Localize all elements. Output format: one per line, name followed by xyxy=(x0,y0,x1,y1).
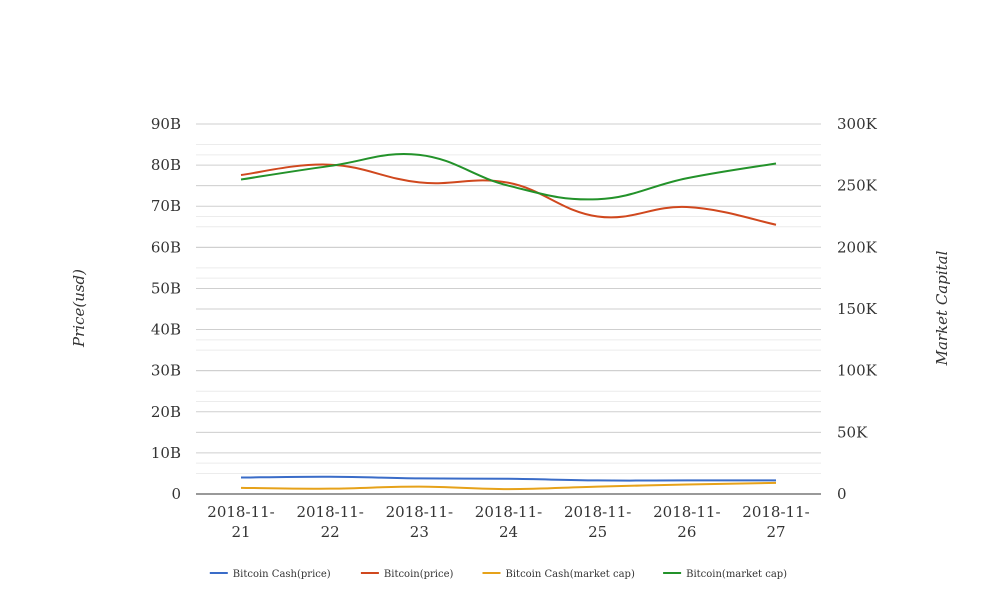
y2-tick-label: 150K xyxy=(837,300,878,318)
legend-item[interactable]: Bitcoin Cash(market cap) xyxy=(482,569,635,580)
y-tick-label: 20B xyxy=(151,403,181,421)
series-line-0 xyxy=(240,475,776,482)
y2-tick-label: 50K xyxy=(837,423,868,441)
y2-tick-label: 300K xyxy=(837,115,878,133)
x-tick-label: 2018-11-23 xyxy=(386,503,453,541)
right-axis-ticks: 0 50K 100K 150K 200K 250K 300K xyxy=(837,115,878,503)
y-tick-label: 50B xyxy=(151,279,181,297)
legend-item[interactable]: Bitcoin(price) xyxy=(360,569,454,580)
grid xyxy=(196,123,821,474)
y2-tick-label: 250K xyxy=(837,177,878,195)
x-tick-label: 2018-11-24 xyxy=(475,503,542,541)
x-axis-ticks: 2018-11-21 2018-11-22 2018-11-23 2018-11-24… xyxy=(207,503,809,541)
y2-axis-title: Market Capital xyxy=(933,250,951,366)
y2-tick-label: 100K xyxy=(837,362,878,380)
x-tick-label: 2018-11-25 xyxy=(564,503,631,541)
legend-label: Bitcoin Cash(price) xyxy=(233,569,331,580)
y-tick-label: 10B xyxy=(151,444,181,462)
y2-tick-label: 200K xyxy=(837,238,878,256)
legend: Bitcoin Cash(price) Bitcoin(price) Bitcoin… xyxy=(209,569,787,580)
legend-label: Bitcoin Cash(market cap) xyxy=(506,569,635,580)
legend-label: Bitcoin(price) xyxy=(384,569,454,580)
x-tick-label: 2018-11-21 xyxy=(207,503,274,541)
x-tick-label: 2018-11-26 xyxy=(653,503,720,541)
series-line-2 xyxy=(240,481,777,491)
y-tick-label: 70B xyxy=(151,197,181,215)
legend-label: Bitcoin(market cap) xyxy=(686,569,787,580)
legend-item[interactable]: Bitcoin Cash(price) xyxy=(209,569,331,580)
y-axis-title: Price(usd) xyxy=(70,269,88,348)
legend-item[interactable]: Bitcoin(market cap) xyxy=(663,569,787,580)
x-tick-label: 2018-11-27 xyxy=(742,503,809,541)
series-lines xyxy=(240,152,777,491)
y-tick-label: 30B xyxy=(151,362,181,380)
y-tick-label: 90B xyxy=(151,115,181,133)
series-line-1 xyxy=(240,163,777,226)
left-axis-ticks: 0 10B 20B 30B 40B 50B 60B 70B 80B 90B xyxy=(151,115,181,503)
x-tick-label: 2018-11-22 xyxy=(296,503,363,541)
y2-tick-label: 0 xyxy=(837,485,847,503)
y-tick-label: 60B xyxy=(151,238,181,256)
series-line-3 xyxy=(240,152,777,201)
y-tick-label: 40B xyxy=(151,321,181,339)
y-tick-label: 0 xyxy=(171,485,181,503)
y-tick-label: 80B xyxy=(151,156,181,174)
